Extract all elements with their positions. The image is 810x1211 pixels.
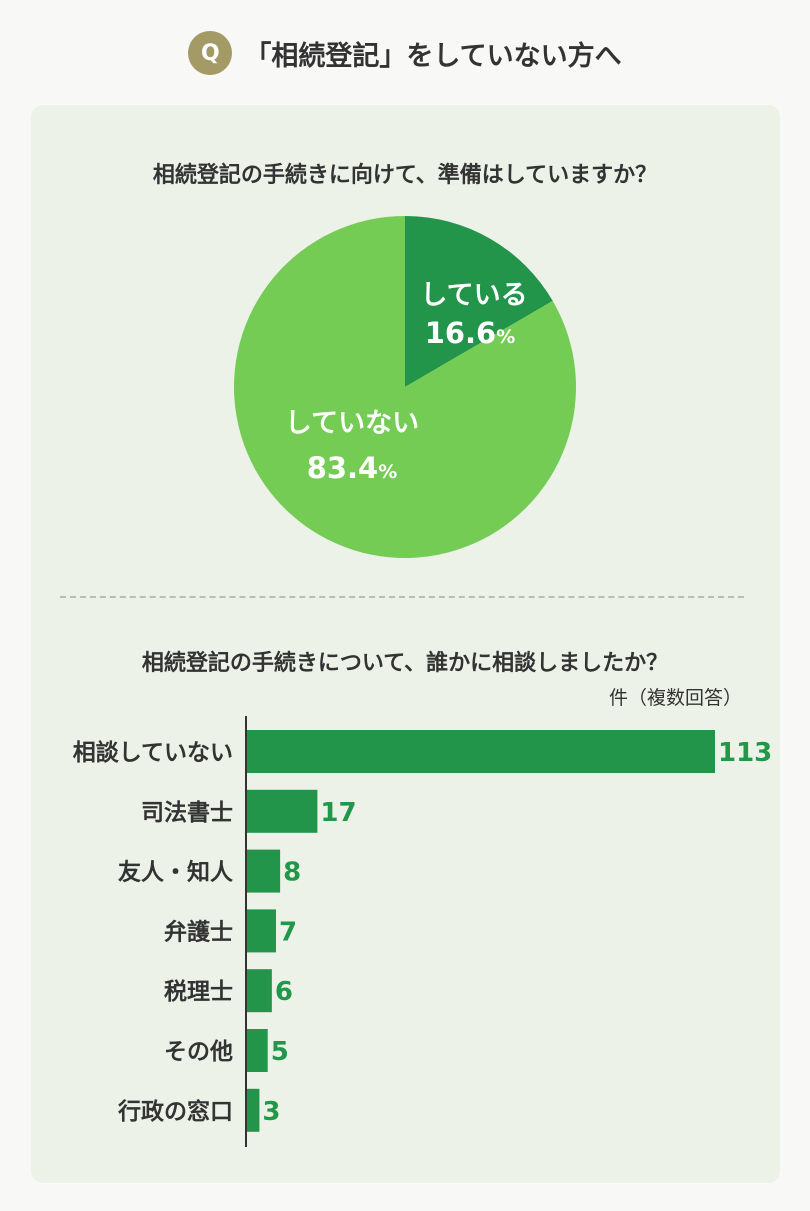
bar-value-label: 6: [275, 977, 293, 1007]
header-title: 「相続登記」をしていない方へ: [244, 40, 622, 72]
bar-7: [247, 1088, 260, 1132]
bar-2: [247, 789, 318, 833]
bar-category-label: 司法書士: [141, 799, 233, 826]
q-badge: Q: [188, 31, 233, 75]
pie-slice-label: している: [420, 280, 527, 311]
bar-value-label: 7: [279, 917, 297, 947]
bar-category-label: 行政の窓口: [117, 1098, 233, 1125]
bar-value-label: 17: [320, 798, 356, 828]
divider: [60, 596, 744, 598]
bar-category-label: 弁護士: [164, 918, 233, 945]
bar-category-label: 税理士: [164, 978, 233, 1005]
bar-4: [247, 909, 276, 953]
bar-category-label: 友人・知人: [118, 859, 234, 886]
bar-value-label: 8: [283, 858, 301, 888]
bar-1: [247, 730, 715, 773]
bar-unit-label: 件（複数回答）: [608, 687, 742, 709]
pie-slice: [405, 216, 553, 387]
bar-value-label: 113: [718, 738, 772, 768]
bar-category-label: 相談していない: [73, 739, 233, 766]
pie-chart-title: 相続登記の手続きに向けて、準備はしていますか？: [152, 163, 658, 188]
header: Q 「相続登記」をしていない方へ: [0, 28, 810, 78]
pie-slice-value: 83.4%: [307, 451, 398, 485]
bar-5: [247, 969, 272, 1013]
bar-chart-title: 相続登記の手続きについて、誰かに相談しましたか？: [141, 651, 669, 676]
bar-value-label: 3: [262, 1097, 280, 1127]
bar-category-label: その他: [164, 1039, 233, 1065]
bar-3: [247, 849, 281, 893]
pie-slice: [233, 216, 577, 558]
bar-6: [247, 1029, 268, 1072]
bar-value-label: 5: [271, 1037, 289, 1067]
pie-slice-label: していない: [285, 408, 419, 439]
